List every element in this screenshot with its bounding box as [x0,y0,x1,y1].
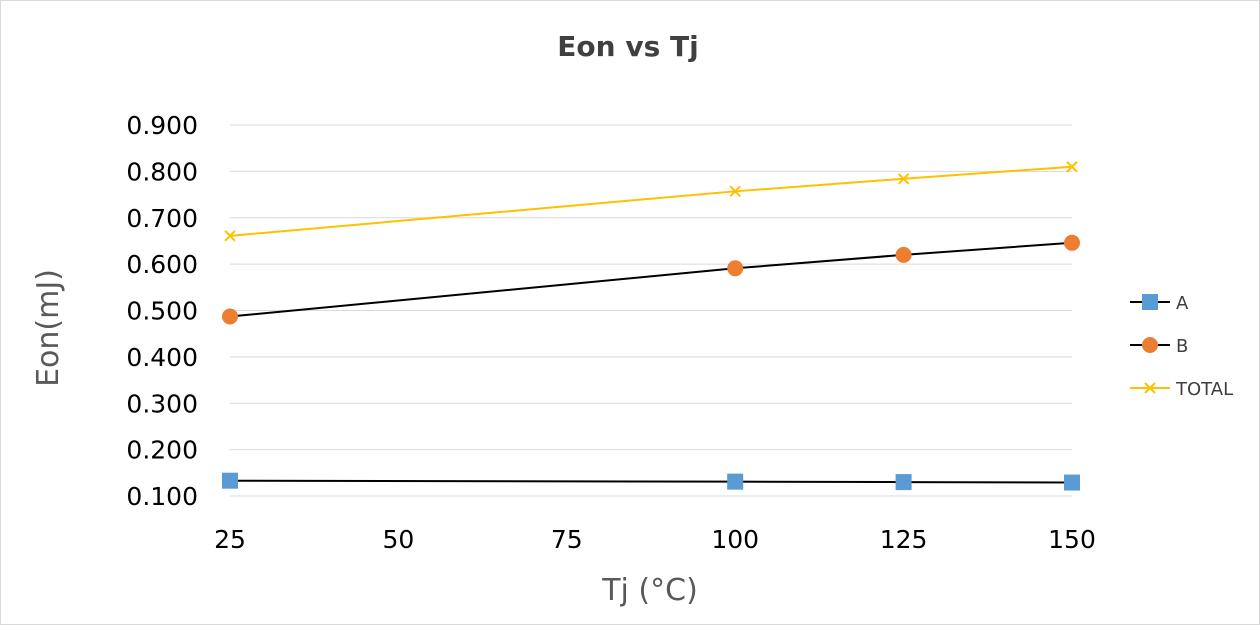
series-line-a [229,479,1073,484]
legend-label: TOTAL [1175,379,1233,400]
x-tick-label: 75 [551,525,583,554]
legend-item-a: A [1130,293,1189,314]
series-lines [229,165,1073,484]
x-tick-label: 150 [1048,525,1096,554]
legend-item-b: B [1130,336,1188,357]
y-tick-label: 0.500 [126,297,198,326]
x-tick-label: 100 [711,525,759,554]
data-point-a [895,474,912,491]
x-tick-label: 125 [880,525,928,554]
data-point-a [727,473,744,490]
y-tick-label: 0.200 [126,436,198,465]
data-point-b [1064,234,1080,251]
legend: A B TOTAL [1130,293,1233,400]
data-point-total-legend-marker [1144,382,1156,394]
y-tick-label: 0.100 [126,482,198,511]
data-point-total [729,185,741,198]
y-tick-label: 0.800 [126,157,198,186]
y-axis-label: Eon(mJ) [31,269,66,387]
data-point-b [895,246,912,263]
data-point-b [727,260,744,277]
legend-label: A [1176,293,1189,314]
y-tick-label: 0.700 [126,204,198,233]
data-point-a [1064,474,1080,491]
series-line-total [229,165,1073,237]
gridlines [230,124,1072,497]
x-axis-ticks: 25 50 75 100 125 150 [214,525,1096,554]
y-tick-label: 0.900 [126,111,198,140]
x-axis-label: Tj (°C) [601,573,698,608]
y-tick-label: 0.300 [126,389,198,418]
data-point-b-legend-marker [1142,337,1158,353]
data-point-a [222,472,238,489]
series-markers [222,161,1080,491]
data-point-total [1066,161,1078,173]
y-axis-ticks: 0.100 0.200 0.300 0.400 0.500 0.600 0.700 0.800… [126,111,198,511]
data-point-a-legend-marker [1142,294,1158,310]
y-tick-label: 0.400 [126,343,198,372]
x-tick-label: 50 [382,525,414,554]
data-point-b [222,308,238,325]
y-tick-label: 0.600 [126,250,198,279]
x-tick-label: 25 [214,525,246,554]
data-point-total [897,173,910,185]
legend-label: B [1176,336,1188,357]
data-point-total [224,230,236,242]
legend-item-total: TOTAL [1130,379,1233,400]
series-line-b [229,241,1073,318]
chart-title: Eon vs Tj [557,30,698,63]
